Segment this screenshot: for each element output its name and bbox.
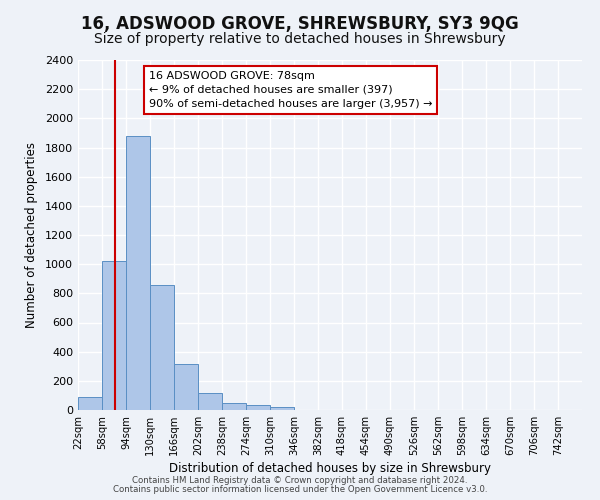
Text: 16 ADSWOOD GROVE: 78sqm
← 9% of detached houses are smaller (397)
90% of semi-de: 16 ADSWOOD GROVE: 78sqm ← 9% of detached…: [149, 70, 432, 108]
Bar: [102, 261, 126, 410]
Text: Contains public sector information licensed under the Open Government Licence v3: Contains public sector information licen…: [113, 485, 487, 494]
Bar: [246, 405, 270, 410]
Text: Contains HM Land Registry data © Crown copyright and database right 2024.: Contains HM Land Registry data © Crown c…: [132, 476, 468, 485]
Bar: [198, 393, 222, 410]
Bar: [150, 286, 174, 410]
Bar: [222, 404, 246, 410]
X-axis label: Distribution of detached houses by size in Shrewsbury: Distribution of detached houses by size …: [169, 462, 491, 475]
Bar: [174, 364, 198, 410]
Text: 16, ADSWOOD GROVE, SHREWSBURY, SY3 9QG: 16, ADSWOOD GROVE, SHREWSBURY, SY3 9QG: [81, 15, 519, 33]
Y-axis label: Number of detached properties: Number of detached properties: [25, 142, 38, 328]
Text: Size of property relative to detached houses in Shrewsbury: Size of property relative to detached ho…: [94, 32, 506, 46]
Bar: [270, 407, 294, 410]
Bar: [126, 136, 150, 410]
Bar: [78, 397, 102, 410]
